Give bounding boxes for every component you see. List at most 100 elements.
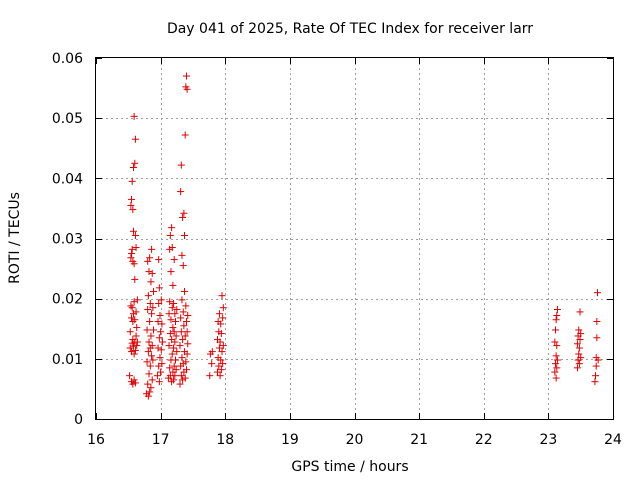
data-point	[146, 388, 154, 396]
data-point	[553, 364, 561, 372]
data-point	[131, 316, 139, 324]
data-point	[169, 281, 177, 289]
data-point	[591, 378, 599, 386]
data-point	[148, 310, 156, 318]
data-point	[181, 287, 189, 295]
data-point	[180, 322, 188, 330]
data-point	[217, 356, 225, 364]
data-point	[553, 305, 561, 313]
data-point	[166, 298, 174, 306]
data-point	[169, 324, 177, 332]
data-point	[131, 159, 139, 167]
data-point	[552, 316, 560, 324]
data-point	[168, 304, 176, 312]
data-point	[215, 362, 223, 370]
data-point	[146, 362, 154, 370]
data-point	[184, 312, 192, 320]
data-point	[182, 358, 190, 366]
data-point	[157, 328, 165, 336]
data-point	[128, 304, 136, 312]
data-point	[126, 328, 134, 336]
data-point	[157, 368, 165, 376]
data-point	[218, 348, 226, 356]
data-point	[131, 135, 139, 143]
data-point	[127, 201, 135, 209]
data-point	[147, 278, 155, 286]
data-point	[144, 305, 152, 313]
data-point	[146, 318, 154, 326]
data-point	[148, 245, 156, 253]
data-point	[144, 380, 152, 388]
x-tick-label: 21	[410, 432, 428, 448]
data-point	[178, 354, 186, 362]
data-point	[126, 344, 134, 352]
data-point	[551, 360, 559, 368]
data-point	[219, 360, 227, 368]
data-point	[149, 356, 157, 364]
data-point	[552, 352, 560, 360]
data-point	[216, 338, 224, 346]
data-point	[180, 209, 188, 217]
data-point	[594, 356, 602, 364]
data-point	[593, 289, 601, 297]
data-point	[127, 302, 135, 310]
data-point	[182, 302, 190, 310]
data-point	[156, 354, 164, 362]
data-point	[168, 244, 176, 252]
y-tick-label: 0	[74, 412, 83, 428]
data-point	[551, 338, 559, 346]
data-point	[219, 314, 227, 322]
data-point	[181, 131, 189, 139]
x-tick-label: 20	[346, 432, 364, 448]
data-point	[158, 360, 166, 368]
data-point	[181, 332, 189, 340]
data-point	[576, 308, 584, 316]
data-point	[177, 314, 185, 322]
data-point	[132, 332, 140, 340]
data-point	[153, 372, 161, 380]
data-point	[144, 292, 152, 300]
data-point	[156, 312, 164, 320]
data-point	[129, 342, 137, 350]
data-point	[179, 336, 187, 344]
data-point	[128, 177, 136, 185]
data-point	[215, 344, 223, 352]
data-point	[145, 370, 153, 378]
data-point	[145, 338, 153, 346]
data-point	[129, 164, 137, 172]
data-point	[217, 366, 225, 374]
data-point	[166, 330, 174, 338]
data-point	[167, 268, 175, 276]
data-point	[178, 296, 186, 304]
data-point	[183, 350, 191, 358]
data-point	[131, 379, 139, 387]
axis-ticks	[96, 58, 614, 420]
data-point	[170, 362, 178, 370]
data-point	[128, 250, 136, 258]
data-point	[148, 376, 156, 384]
data-point	[148, 352, 156, 360]
data-point	[133, 342, 141, 350]
data-point	[128, 245, 136, 253]
data-point	[177, 161, 185, 169]
data-point	[131, 231, 139, 239]
data-point	[179, 262, 187, 270]
data-point	[573, 364, 581, 372]
data-point	[183, 85, 191, 93]
data-point	[131, 275, 139, 283]
data-point	[552, 374, 560, 382]
data-point	[149, 304, 157, 312]
data-point	[129, 227, 137, 235]
data-point	[165, 342, 173, 350]
data-point	[150, 326, 158, 334]
data-point	[133, 324, 141, 332]
data-point	[130, 350, 138, 358]
y-tick-label: 0.05	[52, 111, 83, 127]
data-point	[182, 318, 190, 326]
data-point	[144, 348, 152, 356]
data-point	[143, 326, 151, 334]
chart-title: Day 041 of 2025, Rate Of TEC Index for r…	[167, 21, 533, 37]
data-point	[592, 372, 600, 380]
data-point	[170, 344, 178, 352]
